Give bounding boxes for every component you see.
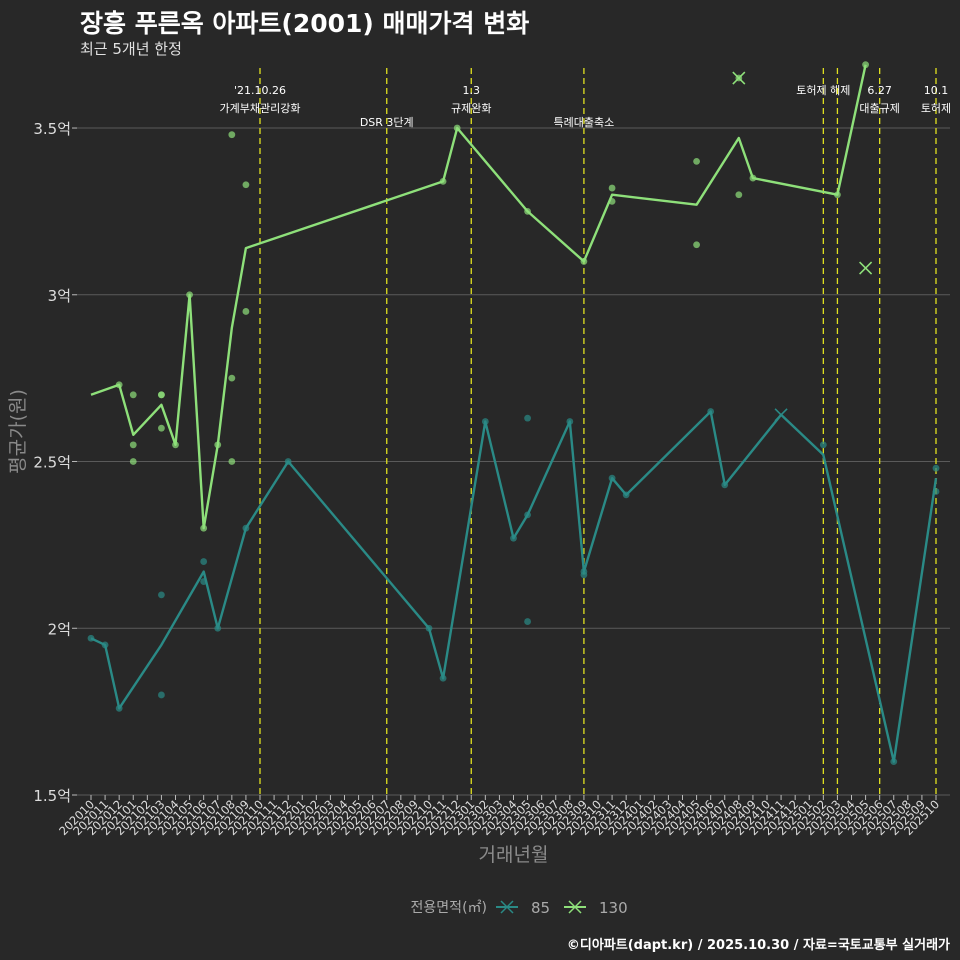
series-line-85 bbox=[90, 410, 938, 763]
data-point bbox=[242, 181, 250, 189]
event-label: 1.3 bbox=[463, 84, 481, 97]
legend-label: 130 bbox=[599, 899, 628, 917]
data-point bbox=[819, 441, 827, 449]
event-label: 대출규제 bbox=[859, 102, 899, 115]
event-label: 특례대출축소 bbox=[554, 116, 615, 129]
event-label: 10.1 bbox=[924, 84, 949, 97]
series-line-130 bbox=[90, 64, 867, 530]
event-label: '21.10.26 bbox=[234, 84, 286, 97]
data-point bbox=[158, 591, 165, 599]
data-point bbox=[158, 691, 165, 699]
legend-key-cross bbox=[500, 900, 514, 914]
data-point bbox=[158, 391, 165, 399]
y-tick-label: 3억 bbox=[48, 287, 71, 305]
event-label: DSR 3단계 bbox=[360, 116, 414, 129]
data-point bbox=[862, 61, 869, 69]
cross-marker bbox=[859, 261, 873, 275]
y-tick-label: 2억 bbox=[48, 620, 71, 638]
data-point bbox=[228, 131, 236, 139]
chart-subtitle: 최근 5개년 한정 bbox=[80, 40, 182, 58]
data-point bbox=[228, 374, 236, 382]
y-axis-title: 평균가(원) bbox=[7, 389, 29, 474]
data-point bbox=[932, 464, 940, 472]
data-point bbox=[735, 191, 743, 199]
legend-label: 85 bbox=[531, 899, 550, 917]
data-point bbox=[129, 391, 137, 399]
data-point bbox=[608, 184, 616, 192]
data-point bbox=[228, 458, 236, 465]
data-point bbox=[524, 414, 531, 422]
y-tick-label: 1.5억 bbox=[33, 787, 71, 805]
chart-title: 장흥 푸른옥 아파트(2001) 매매가격 변화 bbox=[80, 9, 530, 38]
legend-title: 전용면적(㎡) bbox=[411, 900, 487, 916]
data-point bbox=[129, 458, 137, 465]
event-label: 가계부채관리강화 bbox=[220, 102, 301, 115]
cross-marker bbox=[774, 408, 788, 422]
cross-marker bbox=[732, 71, 746, 85]
legend-key-cross bbox=[568, 900, 582, 914]
data-point bbox=[693, 157, 700, 165]
data-point bbox=[129, 441, 137, 449]
data-point bbox=[693, 241, 700, 249]
data-point bbox=[200, 558, 208, 565]
y-tick-label: 2.5억 bbox=[33, 454, 71, 472]
source-caption: ©디아파트(dapt.kr) / 2025.10.30 / 자료=국토교통부 실… bbox=[566, 938, 950, 953]
event-label: 토허제 해제 bbox=[796, 83, 850, 97]
y-tick-label: 3.5억 bbox=[33, 120, 71, 138]
event-label: 규제완화 bbox=[451, 102, 491, 115]
data-point bbox=[242, 308, 250, 315]
event-label: 6.27 bbox=[867, 84, 892, 97]
data-point bbox=[524, 618, 531, 625]
data-point bbox=[158, 424, 165, 432]
event-label: 토허제 bbox=[921, 102, 951, 115]
x-axis-title: 거래년월 bbox=[479, 844, 549, 866]
